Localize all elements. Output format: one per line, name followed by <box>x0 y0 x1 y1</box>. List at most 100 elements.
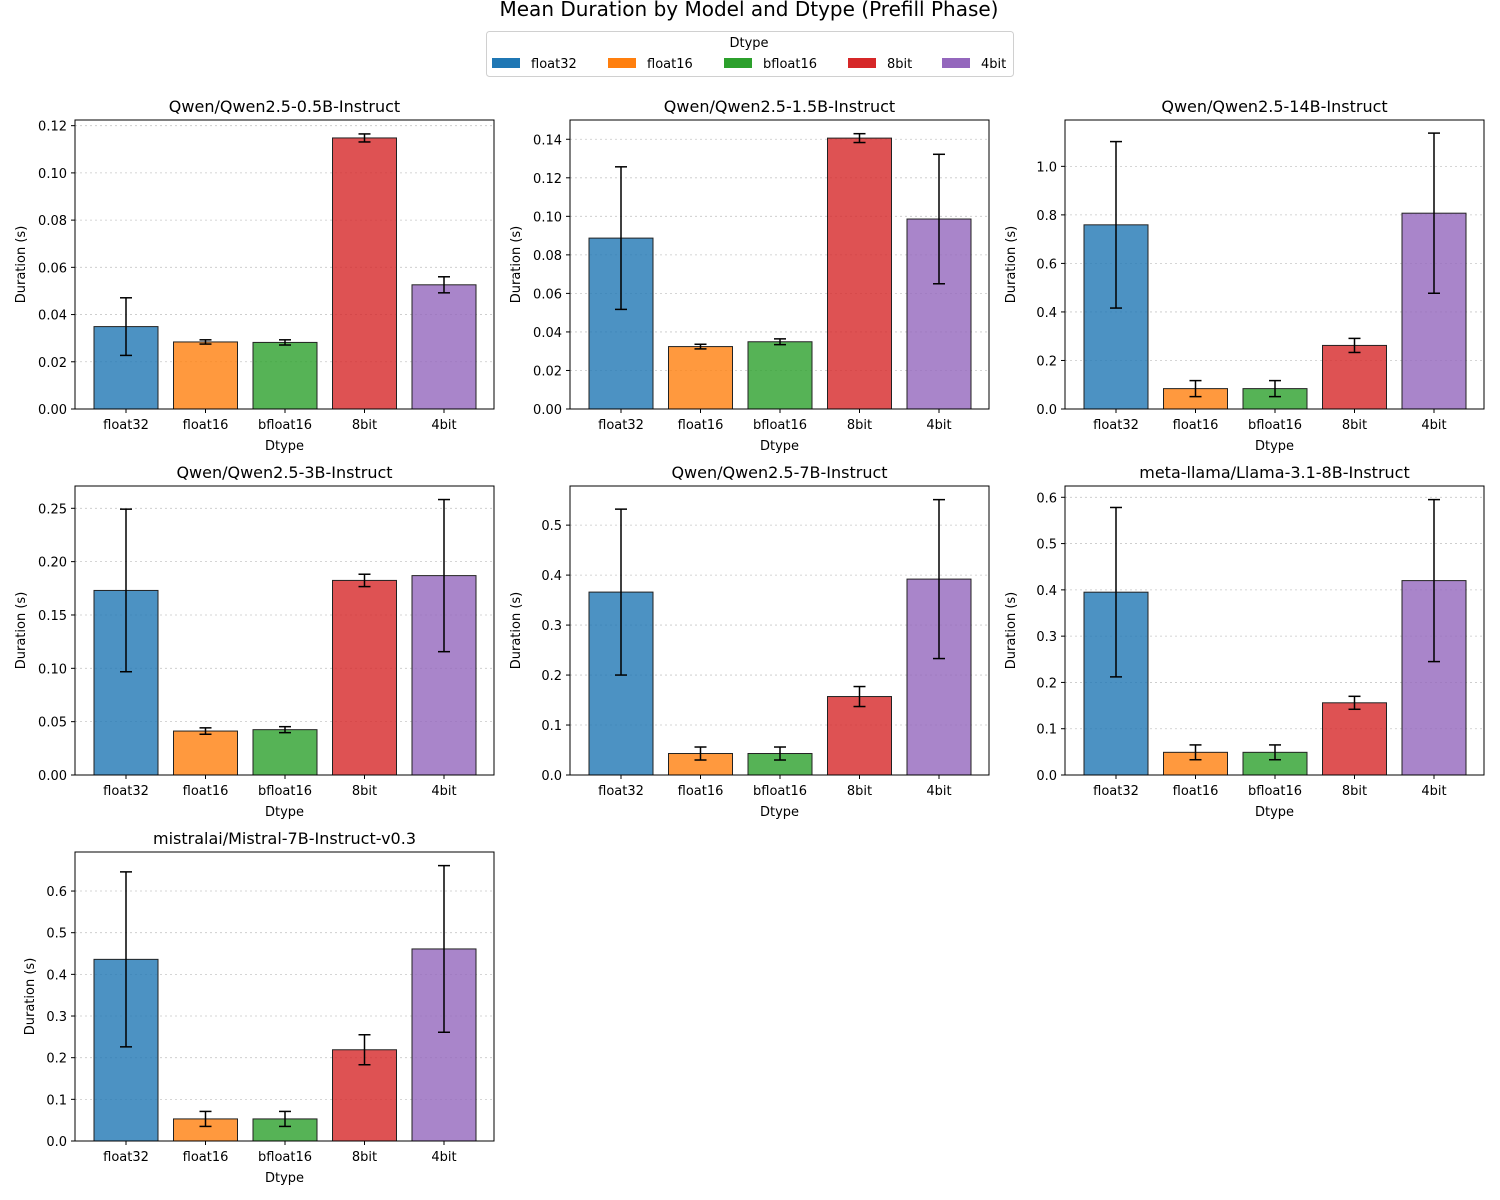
x-axis-label: Dtype <box>265 805 304 820</box>
legend-label-float32: float32 <box>531 57 577 72</box>
legend-swatch-bfloat16 <box>724 58 752 68</box>
x-axis-label: Dtype <box>265 439 304 454</box>
y-tick-label: 0.04 <box>38 309 67 324</box>
y-tick-label: 0.2 <box>1036 354 1057 369</box>
y-tick-label: 0.10 <box>38 662 67 677</box>
y-tick-label: 0.06 <box>533 287 562 302</box>
y-tick-label: 0.12 <box>533 172 562 187</box>
y-tick-label: 0.4 <box>1036 306 1057 321</box>
y-axis-label: Duration (s) <box>1004 226 1019 304</box>
bar-float16 <box>173 730 238 776</box>
y-tick-label: 0.2 <box>541 669 562 684</box>
y-tick-label: 1.0 <box>1036 160 1057 175</box>
y-tick-label: 0.12 <box>38 120 67 135</box>
x-tick-label: bfloat16 <box>753 784 807 799</box>
panel-title: Qwen/Qwen2.5-0.5B-Instruct <box>169 97 400 116</box>
y-tick-label: 0.6 <box>1036 257 1057 272</box>
y-tick-label: 0.06 <box>38 261 67 276</box>
bar-8bit <box>1322 344 1387 410</box>
x-tick-label: float16 <box>183 1150 229 1165</box>
panel-title: Qwen/Qwen2.5-14B-Instruct <box>1161 97 1387 116</box>
y-tick-label: 0.0 <box>46 1135 67 1150</box>
bar-8bit <box>332 137 397 410</box>
axes-frame <box>74 485 495 776</box>
panel-5: 0.0 0.1 0.2 0.3 0.4 0.5 float32 float16 bfloat16… <box>509 463 990 820</box>
bar-8bit <box>332 579 397 776</box>
bar-bfloat16 <box>747 341 813 410</box>
y-axis-label: Duration (s) <box>14 226 29 304</box>
y-axis-label: Duration (s) <box>509 592 524 670</box>
y-tick-label: 0.00 <box>38 403 67 418</box>
x-tick-label: 8bit <box>847 784 872 799</box>
y-tick-label: 0.0 <box>1036 769 1057 784</box>
y-tick-label: 0.20 <box>38 556 67 571</box>
x-tick-label: float32 <box>598 784 644 799</box>
bar-8bit <box>1322 702 1387 776</box>
y-tick-label: 0.4 <box>1036 584 1057 599</box>
y-axis-label: Duration (s) <box>14 592 29 670</box>
x-tick-label: 4bit <box>431 784 456 799</box>
x-tick-label: bfloat16 <box>258 784 312 799</box>
y-tick-label: 0.0 <box>541 769 562 784</box>
bar-bfloat16 <box>252 341 318 410</box>
y-tick-label: 0.1 <box>46 1093 67 1108</box>
x-tick-label: float32 <box>103 784 149 799</box>
x-tick-label: 4bit <box>431 418 456 433</box>
y-tick-label: 0.00 <box>533 403 562 418</box>
y-tick-label: 0.02 <box>533 364 562 379</box>
x-tick-label: float16 <box>678 784 724 799</box>
panel-1: 0.00 0.02 0.04 0.06 0.08 0.10 0.12 float32 float… <box>14 97 495 454</box>
y-tick-label: 0.08 <box>533 249 562 264</box>
y-tick-label: 0.3 <box>46 1010 67 1025</box>
x-tick-label: 4bit <box>926 784 951 799</box>
x-tick-label: 8bit <box>352 418 377 433</box>
x-tick-label: 4bit <box>431 1150 456 1165</box>
bar-float16 <box>668 346 733 410</box>
x-tick-label: 4bit <box>1421 784 1446 799</box>
y-tick-label: 0.05 <box>38 716 67 731</box>
y-tick-label: 0.25 <box>38 502 67 517</box>
y-tick-label: 0.0 <box>1036 403 1057 418</box>
y-tick-label: 0.4 <box>541 569 562 584</box>
y-tick-label: 0.6 <box>46 885 67 900</box>
axes-frame <box>569 485 990 776</box>
y-tick-label: 0.5 <box>46 927 67 942</box>
y-tick-label: 0.02 <box>38 356 67 371</box>
x-tick-label: bfloat16 <box>258 418 312 433</box>
bar-8bit <box>827 137 892 410</box>
y-tick-label: 0.8 <box>1036 209 1057 224</box>
legend-swatch-float32 <box>492 58 520 68</box>
bar-8bit <box>827 696 892 776</box>
y-tick-label: 0.15 <box>38 609 67 624</box>
y-tick-label: 0.10 <box>533 210 562 225</box>
axes-frame <box>74 119 495 410</box>
x-tick-label: bfloat16 <box>1248 418 1302 433</box>
x-tick-label: float32 <box>598 418 644 433</box>
x-axis-label: Dtype <box>760 805 799 820</box>
y-tick-label: 0.4 <box>46 968 67 983</box>
y-tick-label: 0.2 <box>46 1052 67 1067</box>
y-tick-label: 0.5 <box>541 519 562 534</box>
legend: Dtype float32 float16 bfloat16 8bit 4bit <box>486 31 1014 77</box>
x-tick-label: float32 <box>1093 784 1139 799</box>
x-axis-label: Dtype <box>760 439 799 454</box>
axes-frame <box>1064 485 1485 776</box>
x-tick-label: float32 <box>103 418 149 433</box>
panel-7: 0.0 0.1 0.2 0.3 0.4 0.5 0.6 float32 float16 bfloa… <box>23 829 495 1186</box>
axes-frame <box>74 851 495 1142</box>
legend-label-float16: float16 <box>647 57 693 72</box>
y-tick-label: 0.3 <box>541 619 562 634</box>
legend-entries: float32 float16 bfloat16 8bit 4bit <box>492 57 1006 72</box>
y-tick-label: 0.5 <box>1036 538 1057 553</box>
y-tick-label: 0.10 <box>38 167 67 182</box>
y-tick-label: 0.6 <box>1036 491 1057 506</box>
panel-title: Qwen/Qwen2.5-3B-Instruct <box>176 463 392 482</box>
x-tick-label: bfloat16 <box>753 418 807 433</box>
x-axis-label: Dtype <box>1255 439 1294 454</box>
y-tick-label: 0.2 <box>1036 676 1057 691</box>
x-tick-label: bfloat16 <box>258 1150 312 1165</box>
panels: 0.00 0.02 0.04 0.06 0.08 0.10 0.12 float32 float… <box>14 97 1485 1186</box>
y-tick-label: 0.08 <box>38 214 67 229</box>
panel-4: 0.00 0.05 0.10 0.15 0.20 0.25 float32 float16 bf… <box>14 463 495 820</box>
